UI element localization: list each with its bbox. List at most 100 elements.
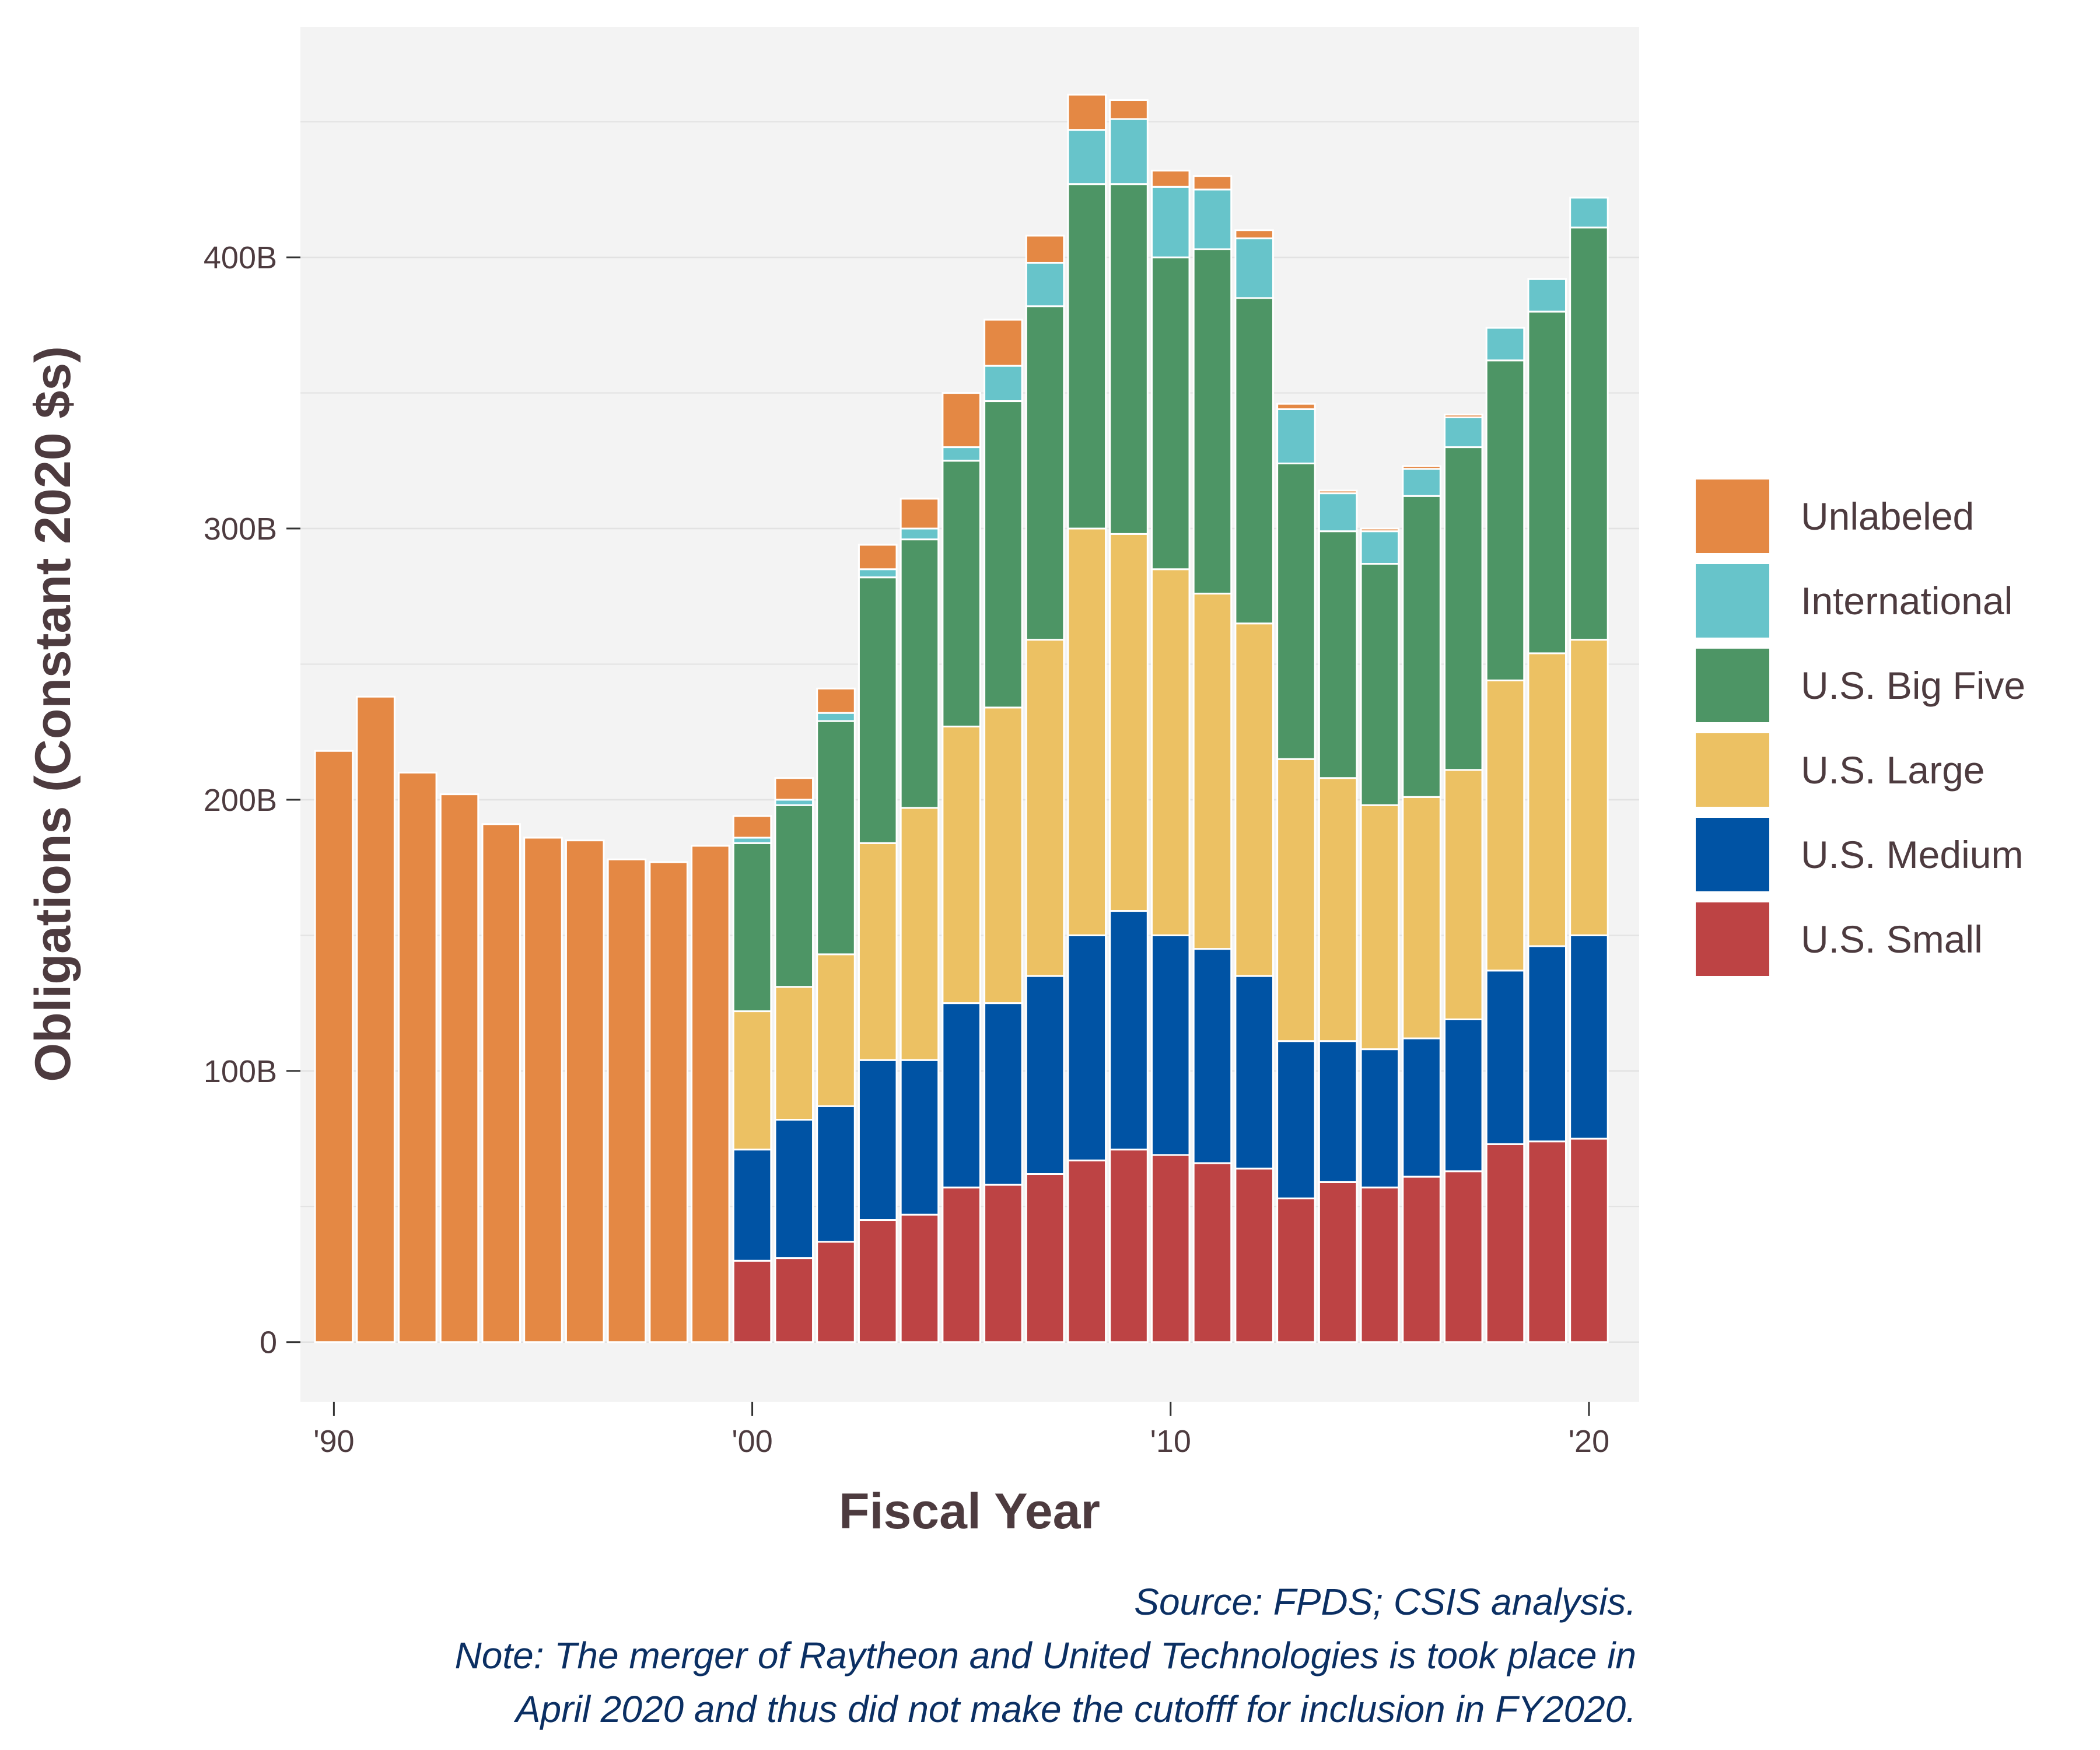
bars (314, 93, 1609, 1343)
bar-segment-u-s-medium-2008 (1067, 934, 1107, 1161)
bar-segment-u-s-small-2009 (1109, 1149, 1149, 1343)
bar-segment-u-s-large-2009 (1109, 533, 1149, 912)
bar-segment-u-s-big-five-2007 (1025, 305, 1065, 641)
bar-segment-u-s-big-five-2004 (900, 538, 940, 809)
bar-segment-u-s-medium-2012 (1234, 975, 1274, 1170)
bar-segment-unlabeled-2004 (900, 498, 940, 530)
bar-segment-unlabeled-1992 (398, 771, 438, 1343)
bar-segment-unlabeled-1999 (691, 845, 730, 1343)
note-caption-line-1: Note: The merger of Raytheon and United … (455, 1634, 1637, 1676)
legend-label-u-s-big-five: U.S. Big Five (1801, 664, 2025, 707)
bar-segment-unlabeled-2017 (1444, 414, 1483, 418)
bar-segment-international-2008 (1067, 129, 1107, 186)
bar-segment-u-s-large-2014 (1318, 777, 1358, 1042)
y-axis-title: Obligations (Constant 2020 $s) (25, 346, 81, 1082)
bar-segment-u-s-large-2019 (1527, 652, 1567, 947)
bar-segment-u-s-large-2005 (942, 725, 981, 1005)
bar-segment-u-s-big-five-2006 (984, 400, 1023, 709)
bar-segment-u-s-large-2006 (984, 706, 1023, 1005)
legend-label-u-s-small: U.S. Small (1801, 918, 1983, 961)
bar-segment-u-s-big-five-2010 (1150, 256, 1191, 570)
bar-segment-international-2014 (1318, 492, 1358, 533)
bar-segment-u-s-big-five-2019 (1527, 310, 1567, 654)
legend-key-u-s-big-five (1693, 646, 1772, 724)
bar-segment-u-s-medium-2010 (1150, 934, 1191, 1156)
bar-segment-u-s-medium-2001 (774, 1119, 814, 1259)
bar-segment-unlabeled-2016 (1402, 465, 1441, 470)
bar-segment-u-s-big-five-2012 (1234, 297, 1274, 625)
bar-segment-international-2003 (858, 568, 898, 579)
x-tick-label: '20 (1569, 1424, 1609, 1459)
bar-segment-u-s-big-five-2016 (1402, 495, 1441, 798)
bar-segment-u-s-big-five-2013 (1276, 462, 1316, 760)
bar-segment-u-s-medium-2016 (1402, 1037, 1441, 1178)
bar-segment-u-s-medium-2017 (1444, 1019, 1483, 1172)
bar-segment-u-s-small-2020 (1569, 1138, 1609, 1343)
bar-segment-u-s-medium-2007 (1025, 975, 1065, 1175)
bar-segment-u-s-small-2010 (1150, 1154, 1191, 1343)
bar-segment-unlabeled-2009 (1109, 99, 1149, 120)
legend: Unlabeled International U.S. Big Five U.S. … (1693, 477, 2025, 978)
legend-label-u-s-large: U.S. Large (1801, 748, 1985, 792)
bar-segment-u-s-small-2007 (1025, 1172, 1065, 1343)
bar-segment-unlabeled-1991 (356, 695, 396, 1343)
y-tick-label: 300B (204, 512, 277, 547)
bar-segment-unlabeled-2001 (774, 777, 814, 801)
bar-segment-unlabeled-2015 (1360, 527, 1400, 533)
bar-segment-u-s-medium-2004 (900, 1059, 940, 1216)
bar-segment-unlabeled-2005 (942, 392, 981, 449)
note-caption-line-2: April 2020 and thus did not make the cut… (513, 1688, 1636, 1730)
bar-segment-international-2016 (1402, 468, 1441, 497)
bar-segment-unlabeled-1995 (523, 836, 563, 1343)
bar-segment-u-s-small-2012 (1234, 1167, 1274, 1343)
bar-segment-u-s-medium-2018 (1485, 970, 1525, 1145)
legend-key-u-s-large (1693, 731, 1772, 809)
bar-segment-international-2006 (984, 365, 1023, 402)
bar-segment-u-s-big-five-2011 (1192, 248, 1233, 595)
bar-segment-u-s-small-2014 (1318, 1181, 1358, 1343)
bar-segment-unlabeled-2000 (732, 815, 772, 839)
bar-segment-international-2011 (1192, 188, 1233, 250)
bar-segment-u-s-big-five-2009 (1109, 183, 1149, 535)
bar-segment-u-s-small-2019 (1527, 1140, 1567, 1343)
bar-segment-unlabeled-2002 (816, 687, 856, 714)
bar-segment-u-s-medium-2003 (858, 1059, 898, 1222)
bar-segment-international-2017 (1444, 416, 1483, 449)
bar-segment-u-s-large-2016 (1402, 796, 1441, 1040)
bar-segment-u-s-medium-2006 (984, 1002, 1023, 1186)
bar-segment-u-s-large-2020 (1569, 639, 1609, 936)
bar-segment-u-s-medium-2009 (1109, 910, 1149, 1151)
bar-segment-international-2020 (1569, 197, 1609, 229)
bar-segment-unlabeled-1993 (439, 793, 480, 1343)
bar-segment-u-s-large-2008 (1067, 527, 1107, 936)
legend-label-unlabeled: Unlabeled (1801, 495, 1974, 538)
bar-segment-unlabeled-1998 (649, 861, 688, 1343)
bar-segment-international-2004 (900, 527, 940, 541)
bar-segment-unlabeled-2010 (1150, 169, 1191, 188)
bar-segment-u-s-small-2011 (1192, 1162, 1233, 1343)
bar-segment-u-s-large-2015 (1360, 804, 1400, 1051)
bar-segment-unlabeled-2014 (1318, 489, 1358, 495)
bar-segment-u-s-small-2016 (1402, 1175, 1441, 1343)
bar-segment-u-s-large-2001 (774, 986, 814, 1121)
bar-segment-u-s-small-2000 (732, 1259, 772, 1343)
bar-segment-unlabeled-2008 (1067, 93, 1107, 131)
bar-segment-u-s-medium-2013 (1276, 1040, 1316, 1199)
bar-segment-u-s-small-2017 (1444, 1170, 1483, 1343)
bar-segment-u-s-medium-2014 (1318, 1040, 1358, 1183)
bar-segment-u-s-big-five-2008 (1067, 183, 1107, 530)
bar-segment-u-s-small-2015 (1360, 1186, 1400, 1343)
bar-segment-unlabeled-2007 (1025, 235, 1065, 264)
bar-segment-international-2005 (942, 446, 981, 462)
y-tick-label: 200B (204, 783, 277, 818)
bar-segment-u-s-small-2006 (984, 1184, 1023, 1343)
source-caption: Source: FPDS; CSIS analysis. (1134, 1581, 1636, 1623)
bar-segment-international-2009 (1109, 118, 1149, 186)
bar-segment-international-2007 (1025, 261, 1065, 307)
x-tick-label: '90 (313, 1424, 354, 1459)
legend-key-u-s-small (1693, 900, 1772, 978)
axes: 0 100B 200B 300B 400B '90 '00 '10 '20 (204, 240, 1609, 1459)
bar-segment-u-s-small-2018 (1485, 1143, 1525, 1343)
bar-segment-unlabeled-1997 (607, 858, 647, 1343)
